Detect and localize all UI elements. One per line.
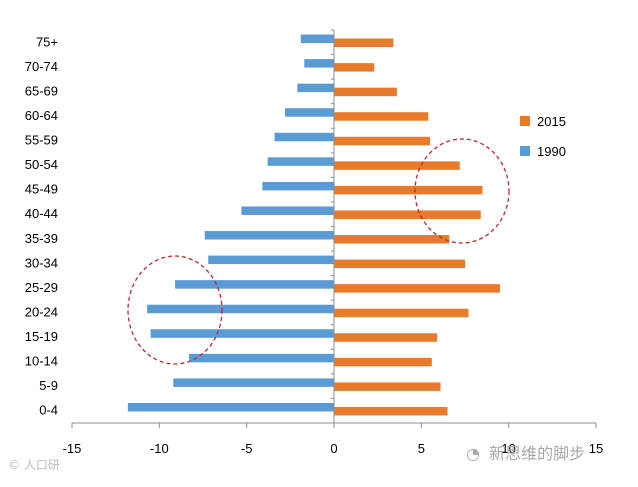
legend: 2015 1990 bbox=[520, 114, 566, 159]
bar-2015-10-14 bbox=[334, 357, 432, 367]
y-tick-label: 35-39 bbox=[25, 231, 58, 246]
axes-group: 0-4 5-9 10-14 15-19 20-24 25-29 30-34 35-39 40-4… bbox=[25, 29, 603, 456]
bar-1990-20-24 bbox=[147, 304, 334, 314]
bar-2015-25-29 bbox=[334, 284, 500, 293]
watermark-logo-icon: © bbox=[8, 458, 20, 472]
bar-1990-0-4 bbox=[127, 402, 334, 412]
bar-1990-15-19 bbox=[150, 329, 334, 338]
y-tick-label: 70-74 bbox=[25, 59, 58, 74]
watermark-left-text: 人口研 bbox=[23, 458, 60, 472]
bar-2015-50-54 bbox=[334, 161, 460, 170]
bar-2015-40-44 bbox=[334, 210, 481, 219]
y-tick-label: 30-34 bbox=[25, 255, 58, 270]
y-tick-label: 10-14 bbox=[25, 354, 58, 369]
bar-2015-70-74 bbox=[334, 63, 375, 72]
y-tick-label: 15-19 bbox=[25, 329, 58, 344]
watermark-right-text: 新思维的脚步 bbox=[489, 444, 586, 463]
bar-1990-10-14 bbox=[189, 353, 334, 363]
bar-1990-45-49 bbox=[262, 181, 334, 191]
bar-1990-65-69 bbox=[297, 83, 334, 93]
bar-1990-50-54 bbox=[267, 157, 334, 166]
x-tick-label: 15 bbox=[589, 441, 603, 456]
bar-1990-70-74 bbox=[304, 59, 334, 68]
annotations bbox=[127, 138, 510, 365]
y-tick-label: 25-29 bbox=[25, 280, 58, 295]
bar-2015-15-19 bbox=[334, 333, 438, 342]
bar-1990-25-29 bbox=[175, 280, 334, 289]
watermark-right: ◔ 新思维的脚步 bbox=[462, 440, 585, 464]
bar-1990-40-44 bbox=[241, 206, 334, 215]
bar-2015-75+ bbox=[334, 38, 394, 48]
bar-2015-60-64 bbox=[334, 112, 429, 121]
x-tick-label: -10 bbox=[150, 441, 169, 456]
bar-1990-35-39 bbox=[204, 231, 334, 240]
x-tick-label: 0 bbox=[330, 441, 337, 456]
legend-swatch-1990 bbox=[520, 146, 530, 156]
y-tick-label: 55-59 bbox=[25, 133, 58, 148]
bar-2015-20-24 bbox=[334, 308, 469, 318]
y-tick-label: 60-64 bbox=[25, 108, 58, 123]
y-tick-label: 40-44 bbox=[25, 206, 58, 221]
watermark-left: © 人口研 bbox=[8, 456, 60, 473]
bar-2015-55-59 bbox=[334, 136, 431, 146]
x-tick-label: -5 bbox=[241, 441, 253, 456]
legend-label-1990: 1990 bbox=[537, 144, 566, 159]
bar-1990-5-9 bbox=[173, 378, 334, 387]
legend-swatch-2015 bbox=[520, 116, 530, 126]
legend-label-2015: 2015 bbox=[537, 114, 566, 129]
y-tick-label: 5-9 bbox=[39, 378, 58, 393]
bar-2015-0-4 bbox=[334, 406, 448, 416]
bar-2015-5-9 bbox=[334, 382, 441, 391]
y-tick-label: 75+ bbox=[36, 34, 58, 49]
y-tick-label: 50-54 bbox=[25, 157, 58, 172]
y-tick-label: 20-24 bbox=[25, 304, 58, 319]
y-tick-label: 45-49 bbox=[25, 182, 58, 197]
bar-2015-65-69 bbox=[334, 87, 397, 97]
annotation-circle-1990 bbox=[127, 255, 223, 365]
x-tick-label: 5 bbox=[418, 441, 425, 456]
bar-1990-30-34 bbox=[208, 255, 334, 265]
y-tick-label: 65-69 bbox=[25, 83, 58, 98]
annotation-circle-2015 bbox=[414, 138, 510, 244]
bar-2015-30-34 bbox=[334, 259, 465, 269]
x-tick-label: -15 bbox=[63, 441, 82, 456]
bar-1990-75+ bbox=[300, 34, 334, 44]
bar-1990-60-64 bbox=[285, 108, 334, 117]
bar-2015-35-39 bbox=[334, 235, 450, 244]
y-tick-label: 0-4 bbox=[39, 403, 58, 418]
bar-2015-45-49 bbox=[334, 185, 483, 195]
bars-group bbox=[127, 34, 500, 416]
wechat-icon: ◔ bbox=[466, 444, 480, 463]
x-tick-label: 10 bbox=[501, 441, 515, 456]
bar-1990-55-59 bbox=[274, 132, 334, 142]
